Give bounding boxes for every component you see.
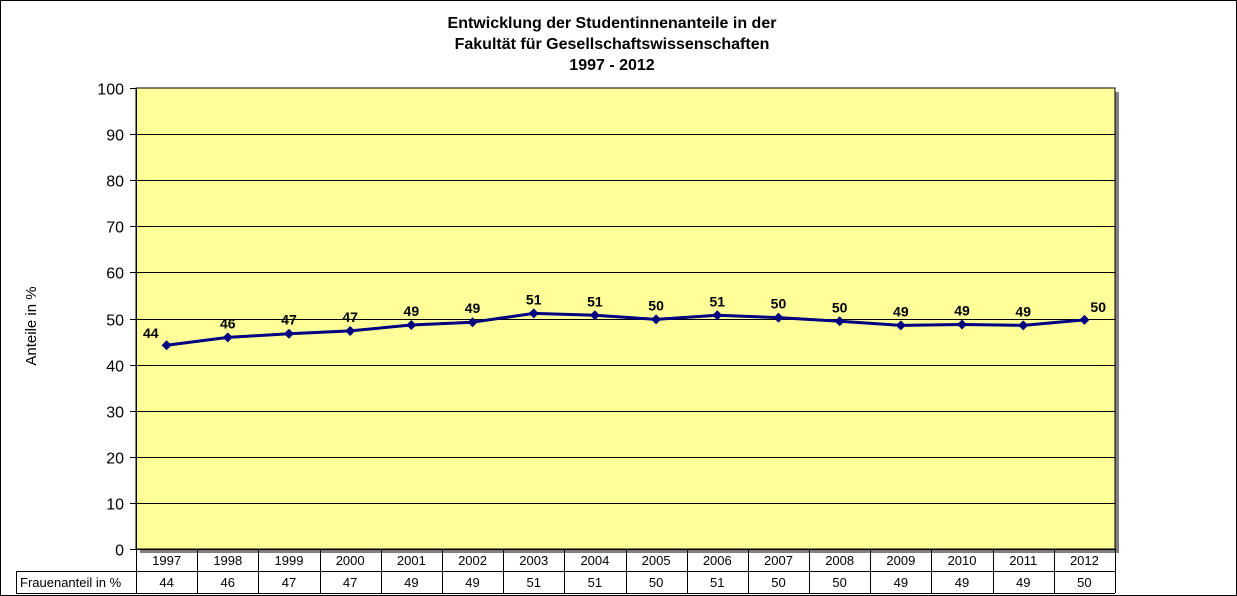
data-point-marker xyxy=(834,316,845,327)
table-value-cell: 49 xyxy=(465,575,479,590)
x-category-label: 2012 xyxy=(1070,553,1099,568)
table-value-cell: 44 xyxy=(159,575,173,590)
x-category-label: 2008 xyxy=(825,553,854,568)
x-category-label: 2011 xyxy=(1009,553,1037,568)
table-value-cell: 49 xyxy=(1016,575,1030,590)
y-tick-label: 80 xyxy=(106,174,124,191)
data-label: 50 xyxy=(771,296,787,312)
x-category-label: 2009 xyxy=(886,553,915,568)
x-category-label: 1999 xyxy=(275,553,304,568)
y-tick-label: 0 xyxy=(115,543,124,560)
series-frauenanteil: 44 46 47 47 49 49 51 51 50 51 50 50 49 49 49 50 xyxy=(143,291,1106,351)
y-tick-label: 100 xyxy=(97,82,124,99)
x-category-label: 1997 xyxy=(152,553,181,568)
x-category-label: 2007 xyxy=(764,553,793,568)
table-value-cell: 50 xyxy=(1077,575,1091,590)
y-tick-label: 20 xyxy=(106,451,124,468)
table-value-cell: 47 xyxy=(282,575,296,590)
data-point-marker xyxy=(406,319,417,330)
x-category-label: 2003 xyxy=(519,553,548,568)
table-value-cell: 50 xyxy=(771,575,785,590)
table-value-cell: 51 xyxy=(588,575,602,590)
data-point-marker xyxy=(528,308,539,319)
x-category-label: 2010 xyxy=(948,553,977,568)
table-value-cell: 51 xyxy=(710,575,724,590)
table-value-cell: 49 xyxy=(955,575,969,590)
data-point-marker xyxy=(283,328,294,339)
chart-title-line-2: Fakultät für Gesellschaftswissenschaften xyxy=(455,36,770,53)
data-label: 49 xyxy=(893,303,909,319)
data-table: 1997 1998 1999 2000 2001 2002 2003 2004 2005 2006… xyxy=(16,549,1116,594)
y-axis-label: Anteile in % xyxy=(23,286,40,365)
data-point-marker xyxy=(957,319,968,330)
table-value-cell: 51 xyxy=(526,575,540,590)
x-category-label: 2006 xyxy=(703,553,732,568)
data-point-marker xyxy=(651,314,662,325)
x-category-label: 2000 xyxy=(336,553,365,568)
data-label: 44 xyxy=(143,325,159,341)
x-category-label: 2002 xyxy=(458,553,487,568)
data-label: 47 xyxy=(281,312,297,328)
data-label: 50 xyxy=(832,299,848,315)
data-label: 51 xyxy=(587,293,603,309)
data-point-marker xyxy=(712,310,723,321)
x-category-label: 2001 xyxy=(397,553,426,568)
y-tick-label: 50 xyxy=(106,313,124,330)
data-label: 50 xyxy=(1090,299,1106,315)
table-value-cell: 47 xyxy=(343,575,357,590)
data-point-marker xyxy=(895,320,906,331)
data-point-marker xyxy=(345,325,356,336)
chart-title-line-1: Entwicklung der Studentinnenanteile in d… xyxy=(448,15,777,32)
y-tick-label: 60 xyxy=(106,266,124,283)
data-point-marker xyxy=(467,317,478,328)
chart-title: Entwicklung der Studentinnenanteile in d… xyxy=(448,15,777,74)
table-series-name: Frauenanteil in % xyxy=(20,575,122,590)
x-category-label: 1998 xyxy=(213,553,242,568)
data-label: 49 xyxy=(954,302,970,318)
data-label: 50 xyxy=(648,297,664,313)
series-line xyxy=(166,311,1085,347)
data-point-marker xyxy=(589,310,600,321)
data-label: 51 xyxy=(709,293,725,309)
table-value-cell: 50 xyxy=(832,575,846,590)
data-point-marker xyxy=(161,340,172,351)
data-label: 51 xyxy=(526,291,542,307)
y-tick-label: 70 xyxy=(106,220,124,237)
data-label: 49 xyxy=(1015,303,1031,319)
data-point-marker xyxy=(222,332,233,343)
data-label: 49 xyxy=(465,300,481,316)
table-value-cell: 49 xyxy=(894,575,908,590)
table-value-cell: 46 xyxy=(221,575,235,590)
data-point-marker xyxy=(1018,320,1029,331)
chart-title-line-3: 1997 - 2012 xyxy=(569,57,655,74)
y-tick-label: 30 xyxy=(106,405,124,422)
data-label: 46 xyxy=(220,315,236,331)
x-category-label: 2004 xyxy=(580,553,609,568)
y-tick-label: 90 xyxy=(106,128,124,145)
x-category-label: 2005 xyxy=(642,553,671,568)
data-label: 47 xyxy=(342,309,358,325)
y-tick-label: 40 xyxy=(106,359,124,376)
y-tick-label: 10 xyxy=(106,497,124,514)
data-point-marker xyxy=(1079,314,1090,325)
table-value-cell: 49 xyxy=(404,575,418,590)
data-point-marker xyxy=(773,312,784,323)
table-value-cell: 50 xyxy=(649,575,663,590)
y-axis: 0 10 20 30 40 50 60 70 80 90 100 xyxy=(97,82,137,560)
data-label: 49 xyxy=(404,303,420,319)
